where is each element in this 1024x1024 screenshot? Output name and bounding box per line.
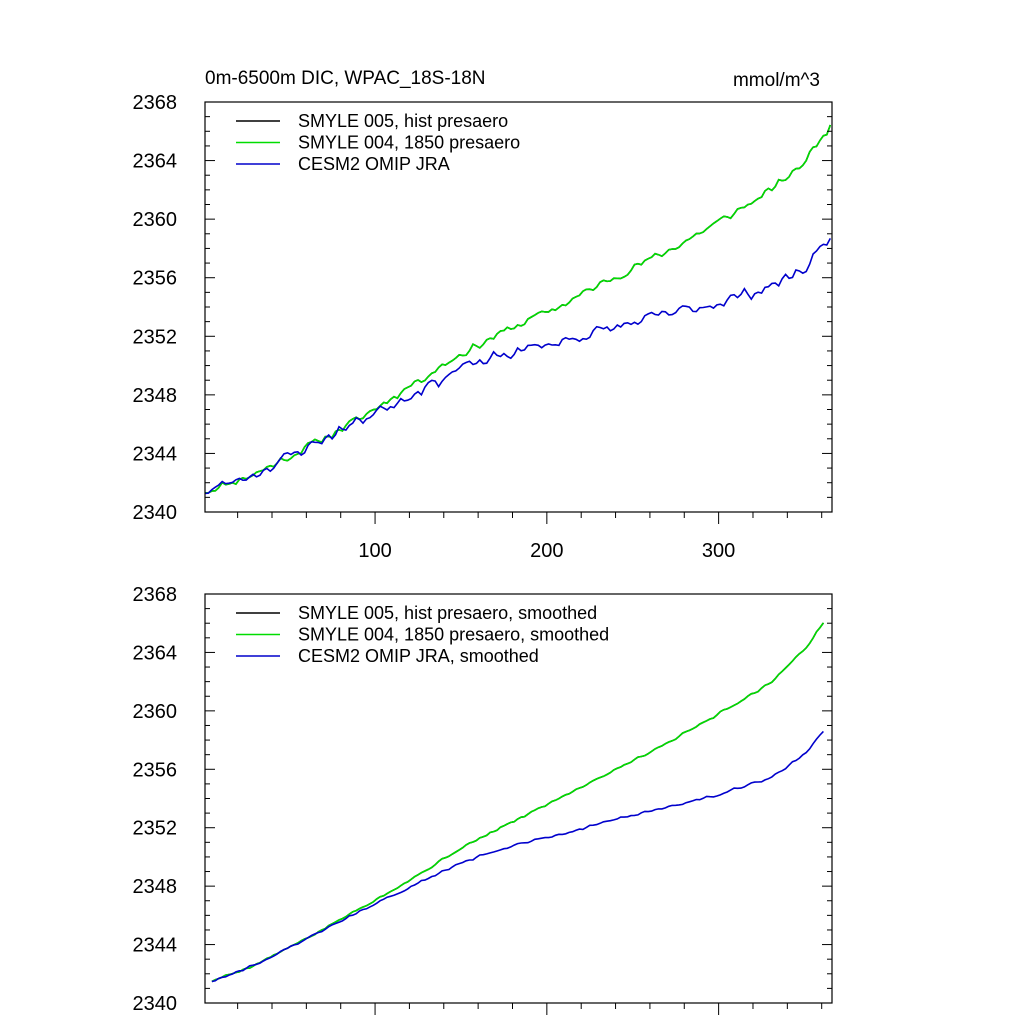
y-tick-label-0-4: 2356	[133, 268, 178, 290]
bottom-panel: 2340 2344 2348 2352 2356 2360 2364 2368 SMYLE 00…	[133, 584, 833, 1015]
y-tick-label-1-4: 2356	[133, 759, 178, 781]
series-line-0-2	[204, 238, 832, 495]
y-tick-label-0-5: 2360	[133, 209, 178, 231]
legend-label-1-0: SMYLE 005, hist presaero, smoothed	[298, 603, 597, 623]
legend-label-1-1: SMYLE 004, 1850 presaero, smoothed	[298, 625, 609, 645]
series-line-1-0	[211, 622, 825, 983]
y-tick-label-1-1: 2344	[133, 935, 178, 957]
x-tick-label-0-1: 200	[530, 540, 563, 562]
series-line-1-1	[211, 622, 825, 983]
series-line-0-1	[205, 124, 832, 494]
y-tick-label-0-0: 2340	[133, 502, 178, 524]
x-tick-label-0-2: 300	[702, 540, 735, 562]
y-tick-label-1-2: 2348	[133, 876, 178, 898]
legend-label-0-2: CESM2 OMIP JRA	[298, 154, 450, 174]
y-tick-label-1-5: 2360	[133, 701, 178, 723]
series-line-1-2	[211, 730, 824, 983]
top-panel-units: mmol/m^3	[733, 70, 820, 91]
legend-label-0-1: SMYLE 004, 1850 presaero	[298, 133, 520, 153]
y-tick-label-0-7: 2368	[133, 92, 178, 114]
y-tick-label-1-7: 2368	[133, 584, 178, 606]
y-tick-label-0-1: 2344	[133, 443, 178, 465]
y-tick-label-0-2: 2348	[133, 385, 178, 407]
top-panel-title: 0m-6500m DIC, WPAC_18S-18N	[205, 68, 486, 89]
y-tick-label-1-3: 2352	[133, 818, 178, 840]
legend-label-0-0: SMYLE 005, hist presaero	[298, 111, 508, 131]
y-tick-label-0-3: 2352	[133, 326, 178, 348]
y-tick-label-1-6: 2364	[133, 642, 178, 664]
y-tick-label-0-6: 2364	[133, 151, 178, 173]
legend-label-1-2: CESM2 OMIP JRA, smoothed	[298, 646, 539, 666]
series-line-0-0	[205, 124, 832, 494]
top-panel: 0m-6500m DIC, WPAC_18S-18N mmol/m^3 2340…	[133, 68, 833, 562]
x-tick-label-0-0: 100	[358, 540, 391, 562]
y-tick-label-1-0: 2340	[133, 993, 178, 1015]
